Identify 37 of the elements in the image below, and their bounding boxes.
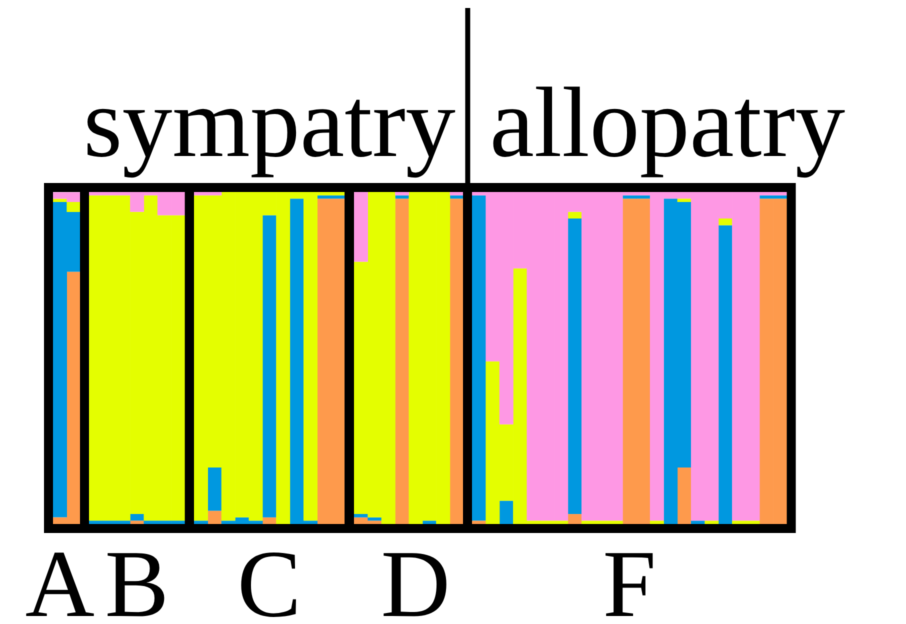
bar (718, 225, 733, 524)
bar (354, 514, 368, 518)
bar (262, 215, 277, 518)
bar (472, 520, 486, 524)
bar (450, 198, 464, 524)
bar (568, 218, 582, 514)
bar (422, 520, 436, 524)
bar (677, 198, 692, 202)
bar (194, 520, 208, 524)
bar (500, 500, 514, 524)
bar (367, 517, 382, 521)
bar (262, 517, 277, 524)
x-tick-label: D (380, 530, 450, 624)
chart-title: sympatry (83, 67, 456, 178)
bar (208, 468, 222, 511)
bar (66, 202, 81, 212)
bar (130, 520, 144, 524)
bar (568, 212, 582, 219)
bar (394, 198, 409, 524)
bar (704, 520, 719, 524)
x-tick-label: B (105, 530, 170, 624)
bar (354, 192, 368, 262)
bar (394, 192, 409, 196)
bar (472, 195, 486, 521)
x-tick-label: C (237, 530, 302, 624)
bar (650, 520, 664, 524)
x-tick-label: F (602, 530, 656, 624)
bar (130, 514, 144, 521)
bar (677, 468, 692, 524)
bar (450, 192, 464, 196)
chart-title: allopatry (490, 67, 846, 178)
bar (568, 514, 582, 524)
bar (718, 218, 733, 226)
bar (53, 198, 67, 202)
bar (691, 520, 706, 524)
bar (208, 510, 222, 524)
x-tick-label: A (25, 530, 94, 624)
